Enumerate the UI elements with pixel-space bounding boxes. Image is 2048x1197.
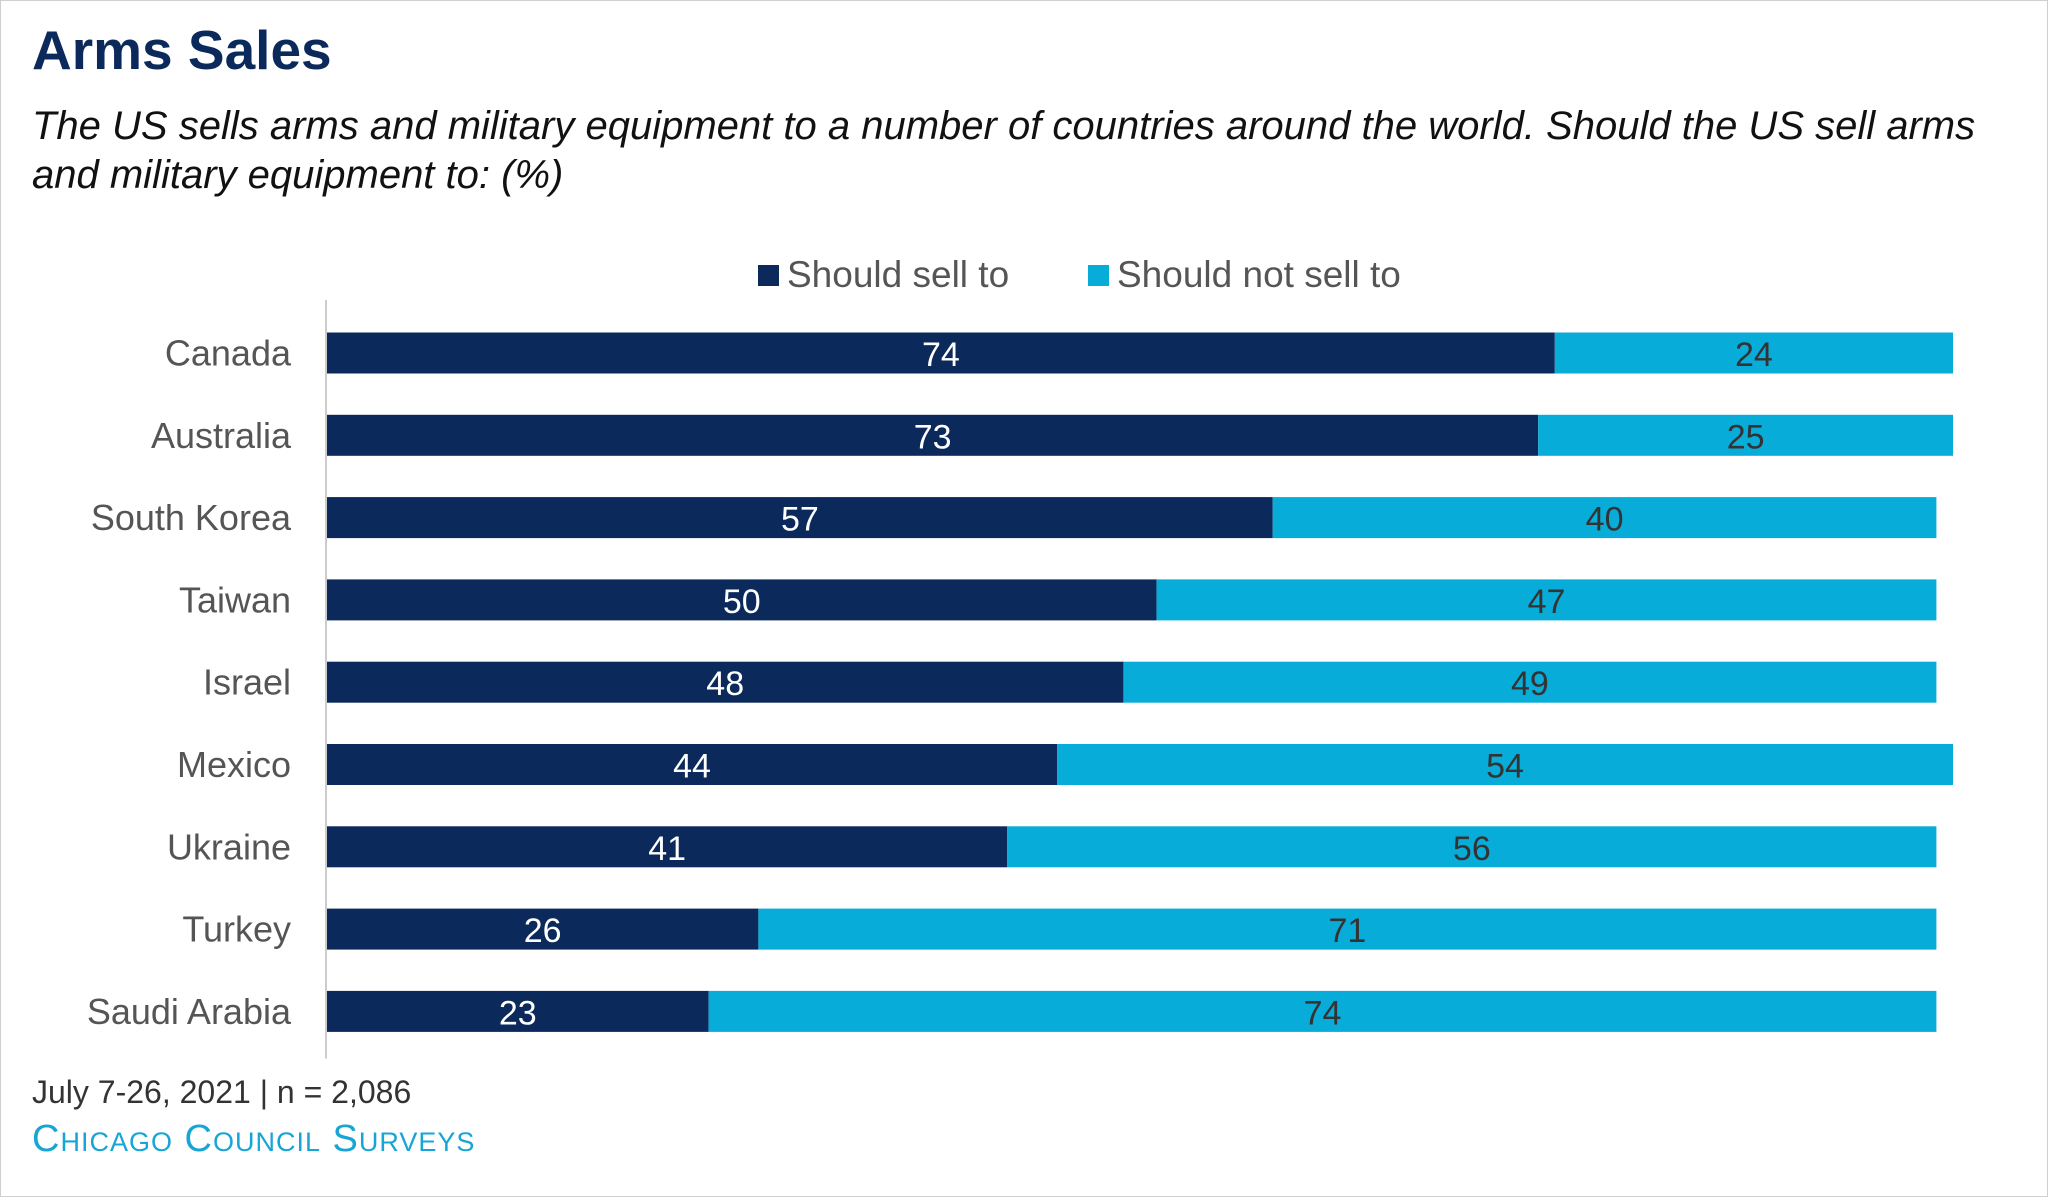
category-label: Ukraine: [167, 826, 291, 867]
category-label: Canada: [165, 333, 292, 374]
data-label-should-not-sell: 25: [1727, 418, 1765, 456]
bar-should-not-sell: [1007, 826, 1937, 868]
bar-should-sell: [327, 744, 1058, 785]
bar-should-sell: [327, 908, 759, 950]
bar-should-sell: [327, 661, 1124, 703]
data-label-should-sell: 26: [524, 912, 562, 950]
data-label-should-not-sell: 47: [1528, 583, 1566, 621]
chart-subtitle: The US sells arms and military equipment…: [32, 104, 1976, 197]
data-label-should-sell: 44: [673, 748, 711, 786]
legend-label-not-sell: Should not sell to: [1117, 254, 1401, 295]
category-label: Mexico: [177, 744, 291, 785]
bar-should-not-sell: [708, 990, 1937, 1032]
bar-should-sell: [327, 497, 1273, 539]
legend-swatch-not-sell: [1088, 264, 1109, 286]
bar-should-sell: [327, 579, 1157, 621]
bar-should-sell: [327, 826, 1008, 868]
category-label: Israel: [203, 662, 291, 703]
data-label-should-sell: 57: [781, 501, 819, 539]
data-label-should-sell: 41: [648, 830, 686, 868]
legend-swatch-sell: [758, 264, 779, 286]
data-label-should-not-sell: 54: [1486, 748, 1524, 786]
data-label-should-not-sell: 49: [1511, 665, 1549, 703]
category-label: Saudi Arabia: [87, 991, 292, 1032]
chart-title: Arms Sales: [32, 19, 332, 81]
data-label-should-not-sell: 56: [1453, 830, 1491, 868]
survey-date-note: July 7-26, 2021 | n = 2,086: [32, 1074, 412, 1110]
category-label: Turkey: [182, 909, 291, 950]
category-label: Australia: [151, 415, 292, 456]
bar-should-not-sell: [1272, 497, 1937, 539]
data-label-should-not-sell: 71: [1328, 912, 1366, 950]
bar-should-sell: [327, 332, 1555, 374]
bar-should-not-sell: [1123, 661, 1937, 703]
bar-should-sell: [327, 414, 1539, 456]
bar-should-not-sell: [1538, 414, 1953, 456]
category-label: South Korea: [91, 497, 292, 538]
legend-item-sell: Should sell to: [758, 250, 1009, 300]
category-label: Taiwan: [179, 579, 291, 620]
bar-should-not-sell: [1156, 579, 1937, 621]
bar-should-not-sell: [1554, 332, 1953, 374]
data-label-should-sell: 73: [914, 418, 952, 456]
data-label-should-sell: 74: [922, 336, 960, 374]
legend-item-not-sell: Should not sell to: [1088, 250, 1401, 300]
bar-should-sell: [327, 990, 709, 1032]
brand-label: Chicago Council Surveys: [32, 1118, 476, 1160]
data-label-should-not-sell: 40: [1586, 501, 1624, 539]
data-label-should-not-sell: 74: [1304, 994, 1342, 1032]
data-label-should-sell: 50: [723, 583, 761, 621]
legend-label-sell: Should sell to: [787, 254, 1010, 295]
data-label-should-sell: 23: [499, 994, 537, 1032]
data-label-should-not-sell: 24: [1735, 336, 1773, 374]
bar-should-not-sell: [1057, 744, 1953, 785]
bar-should-not-sell: [758, 908, 1937, 950]
legend: Should sell to Should not sell to: [0, 250, 2048, 300]
data-label-should-sell: 48: [706, 665, 744, 703]
